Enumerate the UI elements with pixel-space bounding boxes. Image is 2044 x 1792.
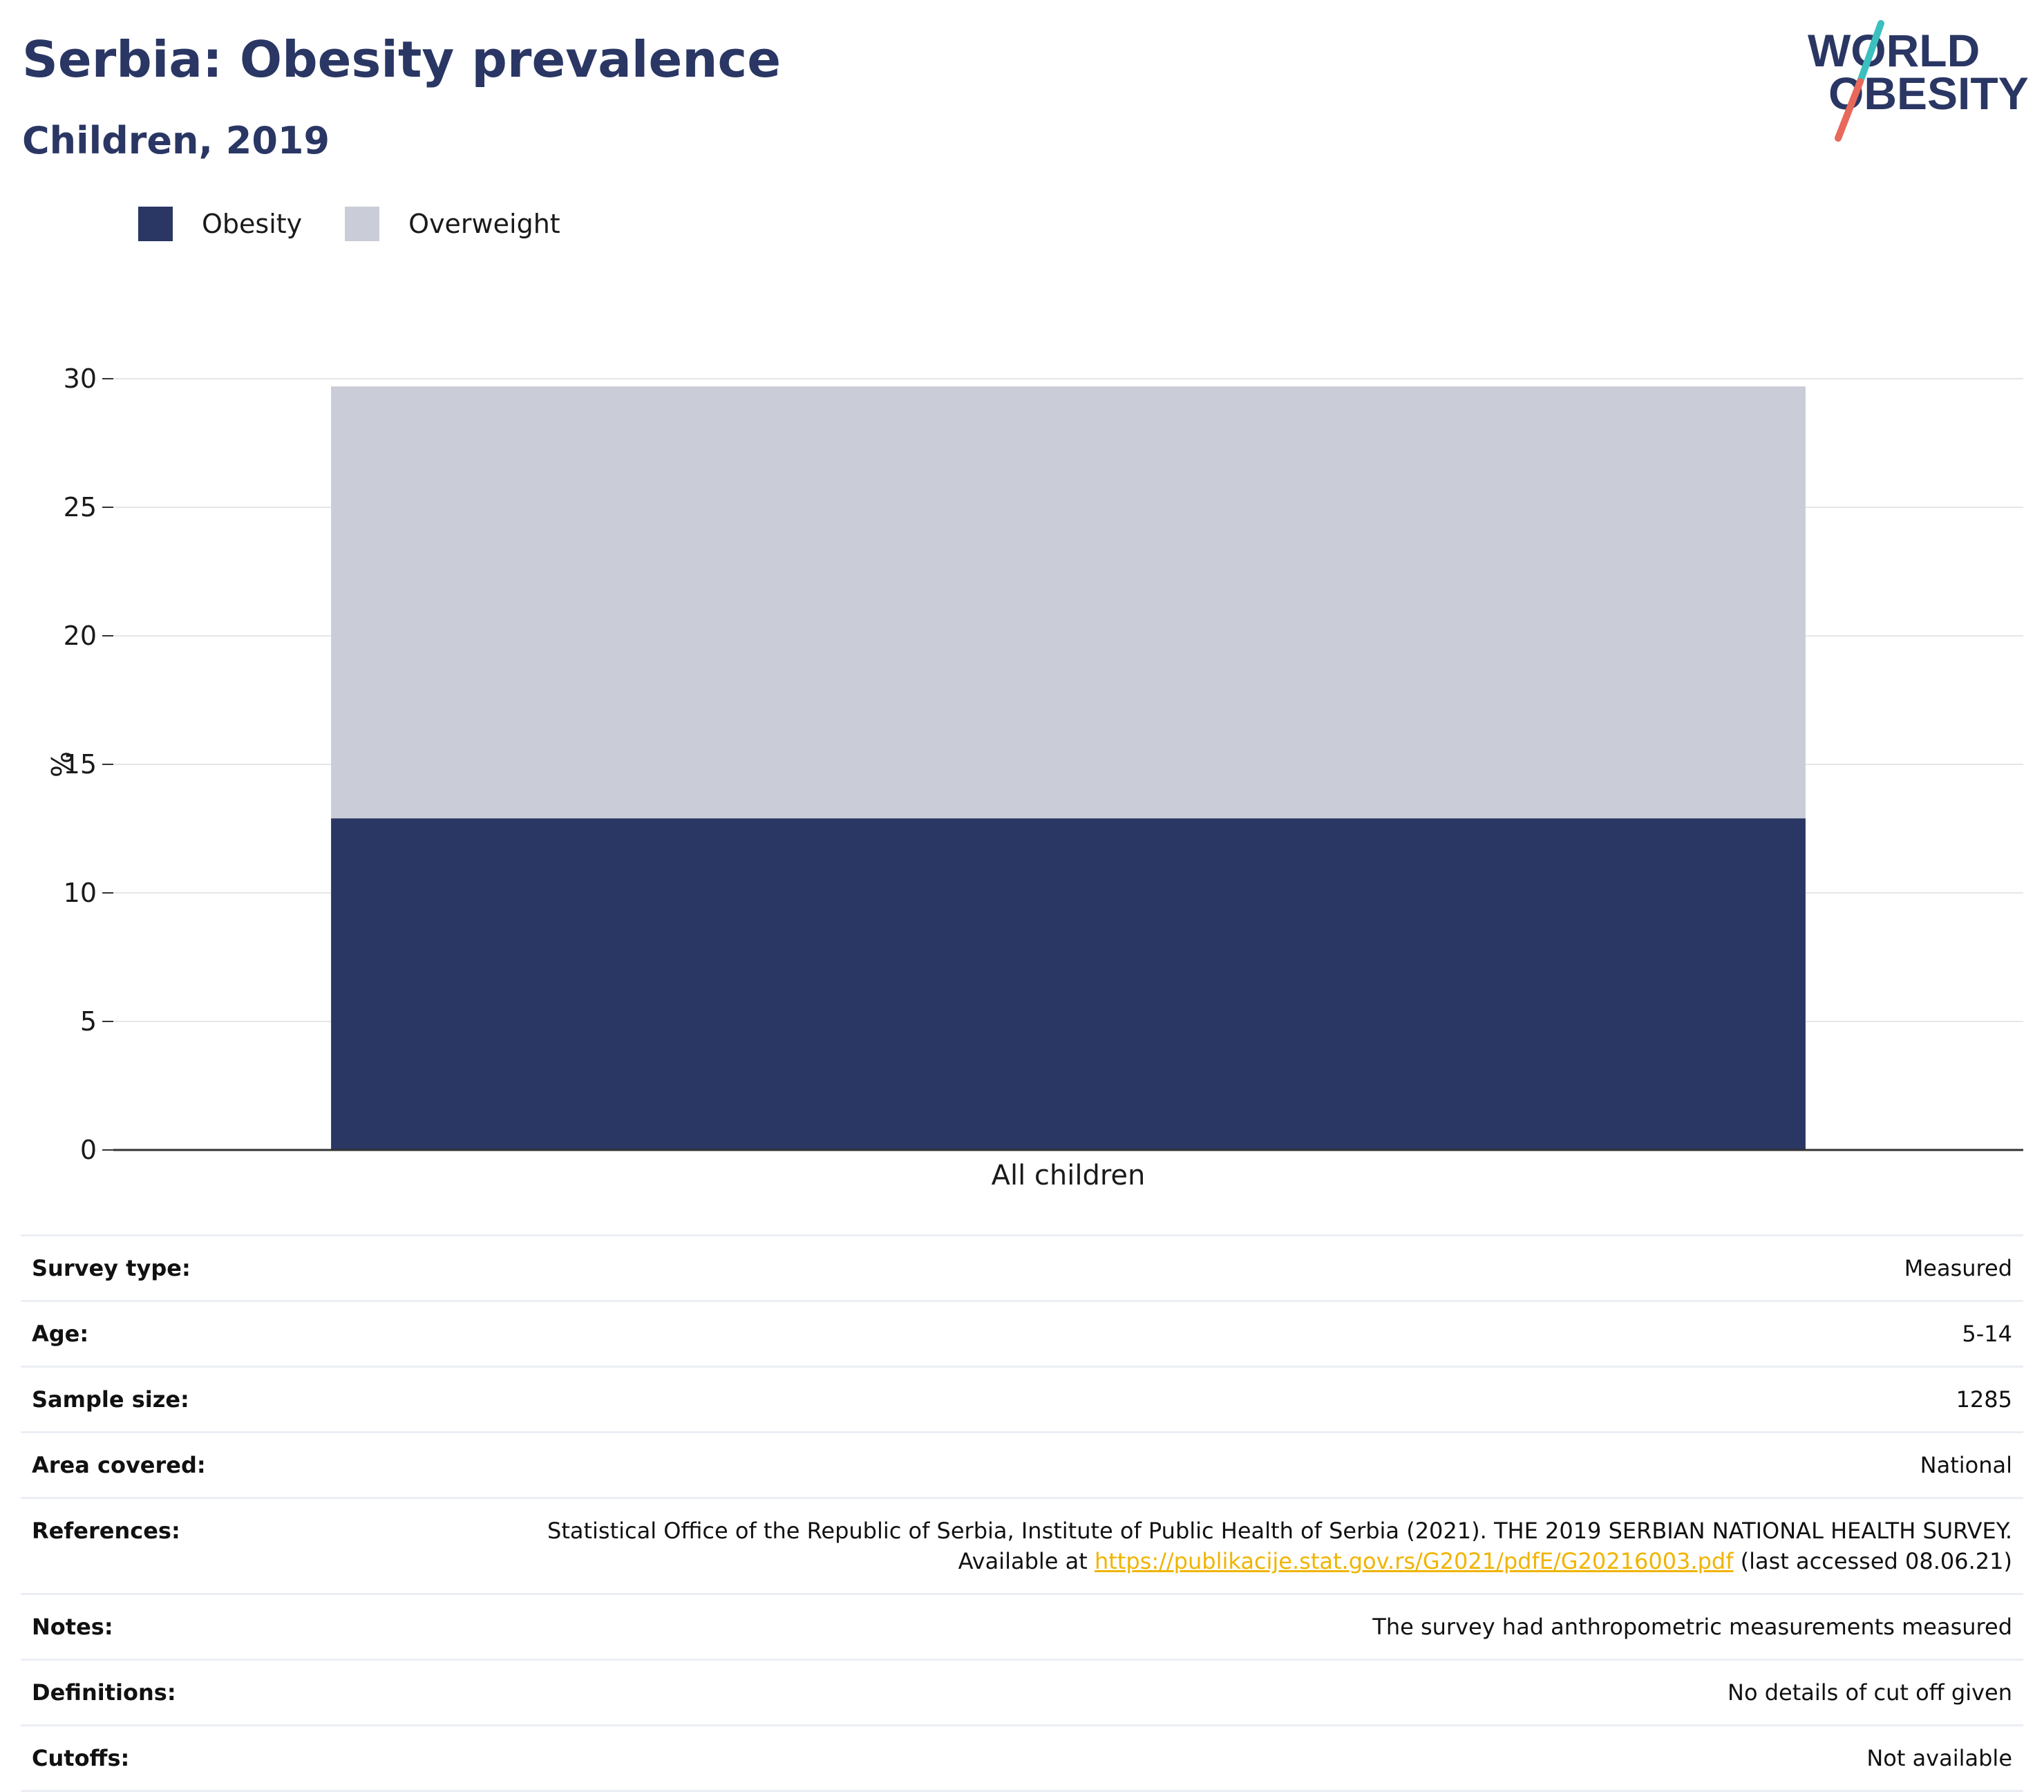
detail-value-sample-size: 1285 xyxy=(457,1366,2023,1433)
detail-row: Survey type: Measured xyxy=(21,1234,2023,1301)
y-tick-label: 5 xyxy=(80,1006,97,1037)
bar-overweight xyxy=(331,386,1806,819)
y-tick-label: 30 xyxy=(64,364,97,394)
legend-label-overweight: Overweight xyxy=(408,209,560,239)
bar-obesity xyxy=(331,818,1806,1150)
detail-row: Area covered: National xyxy=(21,1431,2023,1498)
detail-value-age: 5-14 xyxy=(457,1300,2023,1367)
references-text-before: Statistical Office of the Republic of Se… xyxy=(547,1518,2012,1574)
detail-value-cutoffs: Not available xyxy=(457,1724,2023,1792)
chart-subtitle: Children, 2019 xyxy=(22,119,330,162)
bar-chart: 0 5 10 15 20 25 30% All children xyxy=(44,364,2023,1191)
legend-swatch-obesity xyxy=(138,207,173,241)
survey-details-table: Survey type: Measured Age: 5-14 Sample s… xyxy=(21,1234,2023,1792)
chart-title: Serbia: Obesity prevalence xyxy=(22,30,782,88)
y-tick-label: 25 xyxy=(64,492,97,522)
detail-row: References: Statistical Office of the Re… xyxy=(21,1497,2023,1594)
legend-item-obesity[interactable]: Obesity xyxy=(138,207,302,241)
detail-value-definitions: No details of cut off given xyxy=(457,1659,2023,1726)
y-tick-label: 20 xyxy=(64,621,97,651)
references-link[interactable]: https://publikacije.stat.gov.rs/G2021/pd… xyxy=(1094,1548,1734,1574)
detail-row: Definitions: No details of cut off given xyxy=(21,1659,2023,1726)
chart-legend: Obesity Overweight xyxy=(138,205,603,243)
detail-row: Cutoffs: Not available xyxy=(21,1724,2023,1792)
detail-row: Notes: The survey had anthropometric mea… xyxy=(21,1593,2023,1660)
logo-slash-bottom xyxy=(1835,78,1864,142)
y-axis-label: % xyxy=(44,751,76,777)
detail-key-cutoffs: Cutoffs: xyxy=(21,1724,457,1792)
logo-text-world: WORLD xyxy=(1808,25,1980,76)
detail-key-notes: Notes: xyxy=(21,1593,457,1660)
logo-slash-top xyxy=(1857,20,1884,85)
legend-item-overweight[interactable]: Overweight xyxy=(345,207,560,241)
y-tick-label: 0 xyxy=(80,1135,97,1165)
detail-row: Age: 5-14 xyxy=(21,1300,2023,1367)
detail-row: Sample size: 1285 xyxy=(21,1366,2023,1433)
detail-key-sample-size: Sample size: xyxy=(21,1366,457,1433)
detail-value-survey-type: Measured xyxy=(457,1234,2023,1301)
detail-value-area-covered: National xyxy=(457,1431,2023,1498)
x-tick-label: All children xyxy=(992,1160,1146,1191)
detail-key-references: References: xyxy=(21,1497,457,1594)
detail-key-survey-type: Survey type: xyxy=(21,1234,457,1301)
references-text-after: (last accessed 08.06.21) xyxy=(1733,1548,2012,1574)
legend-label-obesity: Obesity xyxy=(202,209,303,239)
y-tick-label: 10 xyxy=(64,878,97,908)
detail-key-age: Age: xyxy=(21,1300,457,1367)
detail-value-references: Statistical Office of the Republic of Se… xyxy=(457,1497,2023,1594)
detail-key-area-covered: Area covered: xyxy=(21,1431,457,1498)
detail-key-definitions: Definitions: xyxy=(21,1659,457,1726)
legend-swatch-overweight xyxy=(345,207,380,241)
y-tick-label: 15 xyxy=(64,749,97,780)
world-obesity-logo: WORLD OBESITY xyxy=(1808,20,2029,142)
detail-value-notes: The survey had anthropometric measuremen… xyxy=(457,1593,2023,1660)
